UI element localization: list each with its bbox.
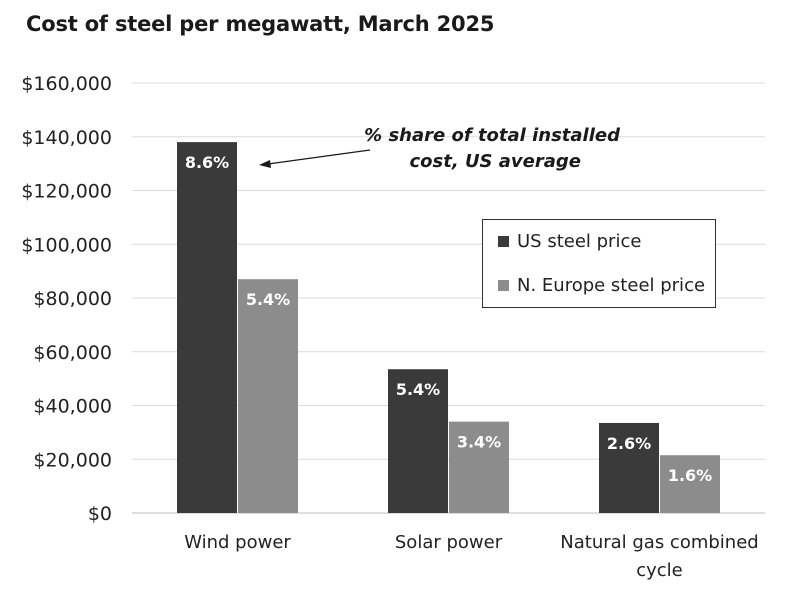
- data-label: 3.4%: [457, 433, 501, 452]
- legend-item-us: US steel price: [498, 231, 641, 252]
- data-labels: 8.6% 5.4% 5.4% 3.4% 2.6% 1.6%: [185, 153, 712, 485]
- legend-swatch-europe: [498, 280, 509, 291]
- bar-us: [177, 142, 237, 513]
- data-label: 5.4%: [396, 380, 440, 399]
- legend-item-europe: N. Europe steel price: [498, 275, 705, 296]
- data-label: 2.6%: [607, 434, 651, 453]
- legend-label-europe: N. Europe steel price: [517, 275, 706, 296]
- y-tick-label: $120,000: [21, 181, 112, 203]
- chart-title: Cost of steel per megawatt, March 2025: [26, 12, 495, 36]
- annotation-text-line: % share of total installed: [364, 125, 621, 146]
- x-category-label: Wind power: [184, 532, 291, 553]
- y-tick-label: $80,000: [33, 288, 112, 310]
- bar-europe: [660, 455, 720, 513]
- bar-europe: [449, 421, 509, 513]
- annotation: % share of total installed cost, US avera…: [259, 125, 621, 172]
- y-tick-label: $140,000: [21, 127, 112, 149]
- annotation-arrow-line: [267, 149, 371, 165]
- x-axis-category-labels: Wind power Solar power Natural gas combine…: [184, 532, 759, 581]
- annotation-arrow-head: [259, 160, 271, 168]
- y-tick-label: $40,000: [33, 396, 112, 418]
- x-category-label: Natural gas combined: [560, 532, 758, 553]
- x-category-label: Solar power: [395, 532, 503, 553]
- data-label: 5.4%: [246, 290, 290, 309]
- legend-label-us: US steel price: [517, 231, 642, 252]
- data-label: 1.6%: [668, 466, 712, 485]
- bar-us: [388, 369, 448, 513]
- y-tick-label: $0: [88, 503, 112, 525]
- bar-europe: [238, 279, 298, 513]
- x-category-label: cycle: [636, 560, 683, 581]
- y-tick-label: $60,000: [33, 342, 112, 364]
- annotation-text-line: cost, US average: [409, 151, 581, 172]
- legend-swatch-us: [498, 236, 509, 247]
- data-label: 8.6%: [185, 153, 229, 172]
- bars: [177, 142, 720, 513]
- bar-us: [599, 422, 659, 513]
- y-axis-tick-labels: $0 $20,000 $40,000 $60,000 $80,000 $100,000 $1…: [21, 73, 112, 525]
- y-tick-label: $160,000: [21, 73, 112, 95]
- y-tick-label: $20,000: [33, 449, 112, 471]
- legend: US steel price N. Europe steel price: [482, 219, 716, 308]
- y-tick-label: $100,000: [21, 234, 112, 256]
- gridlines: [132, 82, 765, 514]
